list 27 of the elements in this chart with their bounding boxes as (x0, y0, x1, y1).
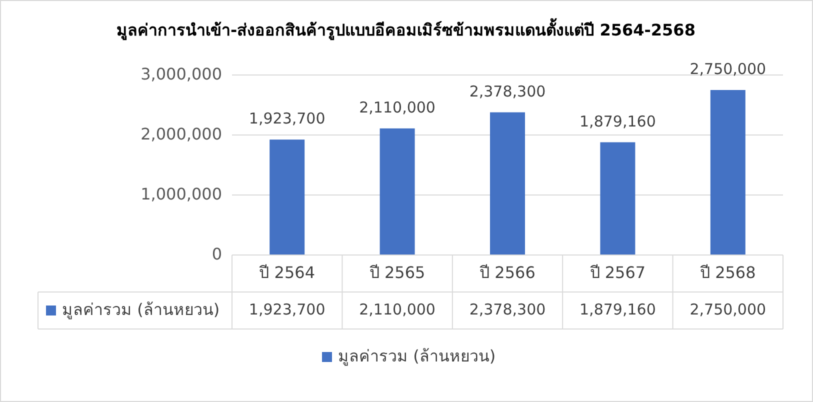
legend: มูลค่ารวม (ล้านหยวน) (322, 346, 496, 366)
y-tick-label: 3,000,000 (140, 64, 222, 84)
y-tick-label: 1,000,000 (140, 184, 222, 204)
y-tick-label: 2,000,000 (140, 124, 222, 144)
text: 1,879,160 (580, 112, 656, 130)
legend-label: มูลค่ารวม (ล้านหยวน) (62, 300, 220, 320)
data-label: 1,923,700 (248, 300, 326, 319)
data-label: 2,110,000 (359, 300, 436, 319)
data-label: 2,750,000 (690, 300, 766, 319)
x-tick-label: ปี 2564 (259, 262, 316, 282)
text: 2,110,000 (359, 98, 436, 117)
bar (600, 142, 636, 255)
bar (710, 90, 746, 255)
text: 1,923,700 (248, 110, 326, 128)
text: 2,378,300 (469, 82, 546, 100)
y-tick-label: 0 (212, 244, 222, 264)
text: 2,750,000 (690, 60, 766, 78)
chart-title: มูลค่าการนำเข้า-ส่งออกสินค้ารูปแบบอีคอมเมิร์ซข้ามพรมแดนตั้งแต่ปี 2564-2568 (116, 17, 696, 42)
x-tick-label: ปี 2565 (369, 262, 426, 282)
x-tick-label: ปี 2568 (700, 262, 756, 282)
x-tick-label: ปี 2567 (590, 262, 646, 282)
bar (270, 140, 305, 255)
data-label: 2,378,300 (469, 300, 546, 319)
data-label: 1,879,160 (580, 300, 656, 319)
bar (380, 128, 415, 255)
bar (490, 112, 525, 255)
x-tick-label: ปี 2566 (480, 262, 536, 282)
